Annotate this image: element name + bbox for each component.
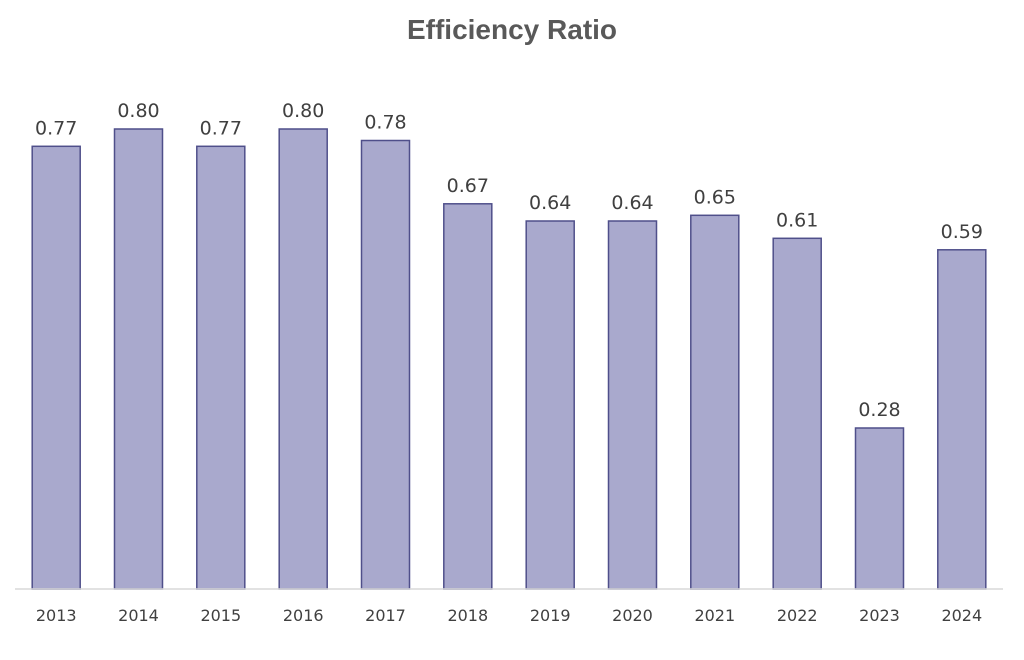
data-label-2013: 0.77: [35, 117, 77, 139]
bar-2023: [854, 427, 905, 590]
data-label-2014: 0.80: [117, 100, 159, 122]
bar-2022: [772, 237, 822, 590]
x-tick-label-2021: 2021: [694, 606, 735, 625]
chart-title: Efficiency Ratio: [406, 14, 618, 45]
x-tick-label-2019: 2019: [530, 606, 571, 625]
data-label-2022: 0.61: [776, 209, 818, 231]
bar-2024: [937, 249, 987, 590]
data-label-2024: 0.59: [941, 221, 983, 243]
data-label-2020: 0.64: [611, 192, 653, 214]
data-label-2015: 0.77: [200, 117, 242, 139]
x-tick-label-2023: 2023: [859, 606, 900, 625]
bar-2016: [278, 128, 328, 590]
bar-2021: [690, 214, 740, 590]
x-tick-label-2020: 2020: [612, 606, 653, 625]
bar-2017: [360, 139, 411, 590]
bar-2014: [113, 128, 164, 590]
data-label-2023: 0.28: [858, 399, 900, 421]
x-tick-label-2022: 2022: [777, 606, 818, 625]
x-tick-label-2016: 2016: [283, 606, 324, 625]
data-label-2018: 0.67: [447, 175, 489, 197]
x-tick-label-2018: 2018: [447, 606, 488, 625]
bar-2018: [443, 203, 493, 590]
data-label-2016: 0.80: [282, 100, 324, 122]
x-tick-label-2017: 2017: [365, 606, 406, 625]
x-tick-label-2024: 2024: [941, 606, 982, 625]
data-label-2019: 0.64: [529, 192, 571, 214]
x-tick-label-2014: 2014: [118, 606, 159, 625]
data-label-2017: 0.78: [364, 112, 406, 134]
bar-2020: [607, 220, 658, 590]
x-tick-label-2015: 2015: [200, 606, 241, 625]
data-label-2021: 0.65: [694, 186, 736, 208]
bar-2013: [31, 145, 81, 590]
bar-2019: [525, 220, 575, 590]
x-tick-label-2013: 2013: [36, 606, 77, 625]
bar-2015: [196, 145, 246, 590]
